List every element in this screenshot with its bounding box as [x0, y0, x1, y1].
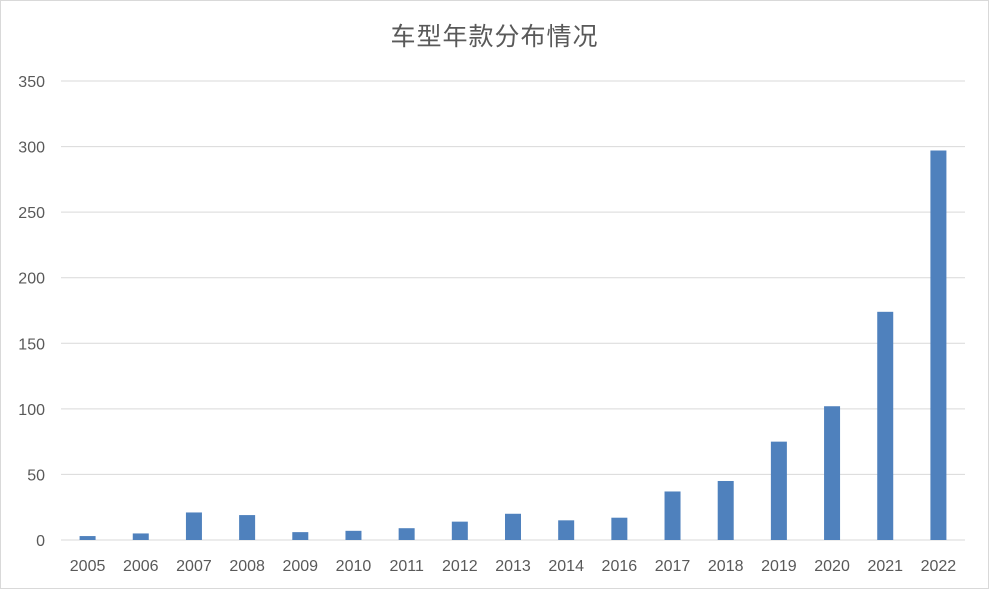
x-tick-label: 2006	[123, 558, 159, 575]
y-tick-label: 50	[27, 467, 45, 484]
y-tick-label: 150	[18, 336, 45, 353]
bar	[398, 528, 415, 540]
y-tick-label: 350	[18, 74, 45, 91]
x-tick-label: 2007	[176, 558, 212, 575]
bar	[824, 406, 841, 540]
y-tick-label: 0	[36, 533, 45, 550]
x-tick-label: 2012	[442, 558, 478, 575]
x-tick-label: 2020	[814, 558, 850, 575]
bar	[770, 441, 787, 540]
y-tick-label: 300	[18, 140, 45, 157]
x-tick-label: 2010	[336, 558, 372, 575]
bar	[292, 532, 309, 540]
x-tick-label: 2005	[70, 558, 106, 575]
bar	[451, 521, 468, 540]
x-tick-label: 2014	[548, 558, 584, 575]
bar	[79, 536, 96, 540]
bar	[239, 515, 256, 540]
x-tick-label: 2019	[761, 558, 797, 575]
bar	[611, 517, 628, 540]
x-tick-label: 2008	[229, 558, 265, 575]
y-tick-label: 200	[18, 271, 45, 288]
y-tick-label: 100	[18, 402, 45, 419]
x-tick-label: 2009	[282, 558, 318, 575]
bar	[345, 530, 362, 540]
y-tick-label: 250	[18, 205, 45, 222]
chart-title: 车型年款分布情况	[390, 22, 599, 51]
bar	[558, 520, 575, 540]
bar	[717, 480, 734, 540]
x-tick-label: 2022	[921, 558, 957, 575]
x-tick-label: 2011	[389, 558, 424, 575]
bar	[664, 491, 681, 540]
bar	[930, 150, 947, 540]
bar	[132, 533, 149, 540]
bar	[877, 311, 894, 540]
bar	[185, 512, 202, 540]
x-tick-label: 2018	[708, 558, 744, 575]
x-tick-label: 2017	[655, 558, 691, 575]
bar	[505, 513, 521, 540]
x-tick-label: 2016	[602, 558, 638, 575]
x-tick-label: 2013	[495, 558, 531, 575]
x-tick-label: 2021	[867, 558, 903, 575]
